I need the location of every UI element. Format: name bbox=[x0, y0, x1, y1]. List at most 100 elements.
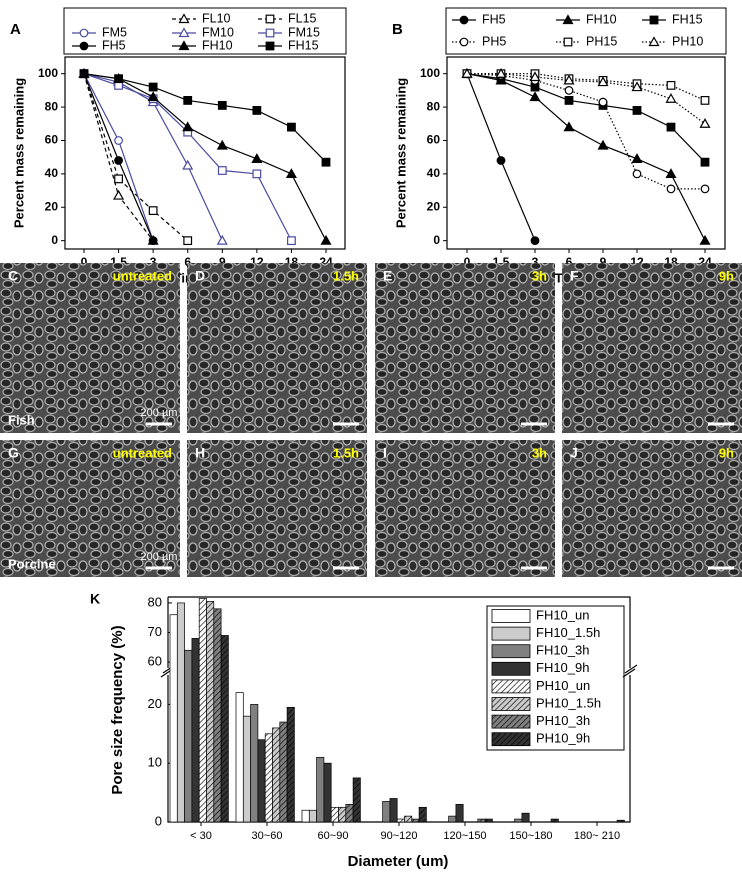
marker bbox=[183, 236, 193, 246]
series-line bbox=[83, 73, 327, 163]
bar bbox=[308, 809, 317, 823]
marker bbox=[665, 93, 677, 103]
y-tick-label: 40 bbox=[427, 166, 441, 180]
marker bbox=[147, 91, 159, 102]
panel-letter: F bbox=[570, 268, 579, 284]
y-tick-label: 0 bbox=[155, 813, 162, 828]
legend-frame bbox=[63, 7, 347, 55]
legend-label: FH10_1.5h bbox=[536, 625, 600, 640]
panel-letter: J bbox=[570, 445, 578, 461]
x-tick-label: 90~120 bbox=[380, 830, 417, 842]
marker bbox=[114, 136, 123, 145]
marker bbox=[265, 14, 275, 24]
bar bbox=[301, 809, 310, 823]
marker bbox=[648, 36, 660, 47]
bar bbox=[338, 806, 347, 823]
sem-image bbox=[187, 440, 367, 577]
bar bbox=[550, 818, 559, 823]
y-tick-label: 60 bbox=[148, 654, 162, 669]
bar bbox=[330, 806, 339, 823]
marker bbox=[178, 27, 190, 38]
scale-label: 200 µm bbox=[141, 551, 178, 563]
x-tick-label: 3 bbox=[532, 255, 539, 269]
marker bbox=[564, 96, 574, 105]
marker bbox=[178, 40, 190, 51]
legend-swatch bbox=[491, 679, 531, 694]
y-tick-label: 100 bbox=[420, 66, 440, 80]
time-label: 9h bbox=[719, 445, 734, 460]
marker bbox=[666, 80, 676, 90]
legend-swatch bbox=[491, 714, 531, 729]
bar bbox=[213, 608, 222, 823]
bar bbox=[514, 818, 523, 823]
marker bbox=[182, 159, 194, 170]
time-label: untreated bbox=[113, 268, 172, 283]
bar bbox=[235, 692, 244, 823]
sem-image bbox=[0, 440, 180, 577]
panel-letter: K bbox=[90, 591, 100, 607]
marker bbox=[321, 157, 331, 167]
marker bbox=[114, 74, 123, 84]
sem-shade bbox=[562, 263, 742, 433]
bar bbox=[184, 649, 193, 823]
marker bbox=[265, 41, 275, 51]
panel-letter: E bbox=[383, 268, 392, 284]
marker bbox=[666, 184, 676, 194]
y-axis-title: Percent mass remaining bbox=[393, 78, 408, 228]
x-tick-label: 120~150 bbox=[443, 830, 486, 842]
plot-frame bbox=[64, 56, 346, 250]
marker bbox=[217, 166, 227, 175]
y-tick-label: 70 bbox=[148, 624, 162, 639]
sem-shade bbox=[375, 440, 555, 577]
bar bbox=[316, 756, 325, 823]
panel-letter: G bbox=[8, 445, 19, 461]
legend-label: FH5 bbox=[482, 12, 506, 26]
x-tick-label: 150~180 bbox=[509, 830, 552, 842]
x-tick-label: 30~60 bbox=[252, 830, 283, 842]
bar bbox=[455, 804, 464, 823]
legend-swatch bbox=[491, 661, 531, 676]
x-tick-label: 9 bbox=[219, 255, 226, 269]
scale-label: 200 µm bbox=[141, 407, 178, 419]
bar bbox=[264, 733, 273, 823]
marker bbox=[632, 106, 642, 115]
x-tick-label: 0 bbox=[464, 255, 471, 269]
series-line bbox=[466, 73, 706, 163]
marker bbox=[459, 37, 469, 47]
legend-label: FH10_9h bbox=[536, 660, 589, 675]
marker bbox=[562, 14, 574, 25]
plot-frame bbox=[446, 56, 726, 250]
y-tick-label: 60 bbox=[45, 133, 59, 147]
marker bbox=[79, 28, 89, 38]
bar bbox=[418, 806, 427, 823]
series-line bbox=[83, 73, 327, 241]
panel-letter: B bbox=[392, 21, 403, 38]
x-tick-label: 60~90 bbox=[318, 830, 349, 842]
marker bbox=[79, 41, 89, 51]
marker bbox=[564, 85, 574, 95]
series-line bbox=[467, 73, 706, 125]
x-tick-label: < 30 bbox=[190, 830, 212, 842]
marker bbox=[700, 184, 710, 194]
x-tick-label: 3 bbox=[150, 255, 157, 269]
legend-label: FM15 bbox=[288, 25, 320, 39]
y-tick-label: 20 bbox=[45, 199, 59, 213]
bar bbox=[616, 819, 625, 823]
sample-label: Fish bbox=[8, 412, 35, 427]
bar bbox=[250, 704, 259, 823]
panel-letter: H bbox=[195, 445, 205, 461]
marker bbox=[496, 156, 506, 165]
bar bbox=[484, 818, 493, 823]
marker bbox=[287, 236, 296, 246]
legend-label: FL10 bbox=[202, 11, 231, 25]
marker bbox=[285, 168, 297, 178]
marker bbox=[182, 121, 194, 132]
x-tick-label: 6 bbox=[566, 255, 573, 269]
x-tick-label: 9 bbox=[600, 255, 607, 269]
legend-swatch bbox=[491, 732, 531, 747]
sem-image bbox=[187, 263, 367, 433]
legend-label: FM5 bbox=[102, 25, 127, 39]
sem-shade bbox=[562, 440, 742, 577]
bar bbox=[477, 818, 486, 823]
